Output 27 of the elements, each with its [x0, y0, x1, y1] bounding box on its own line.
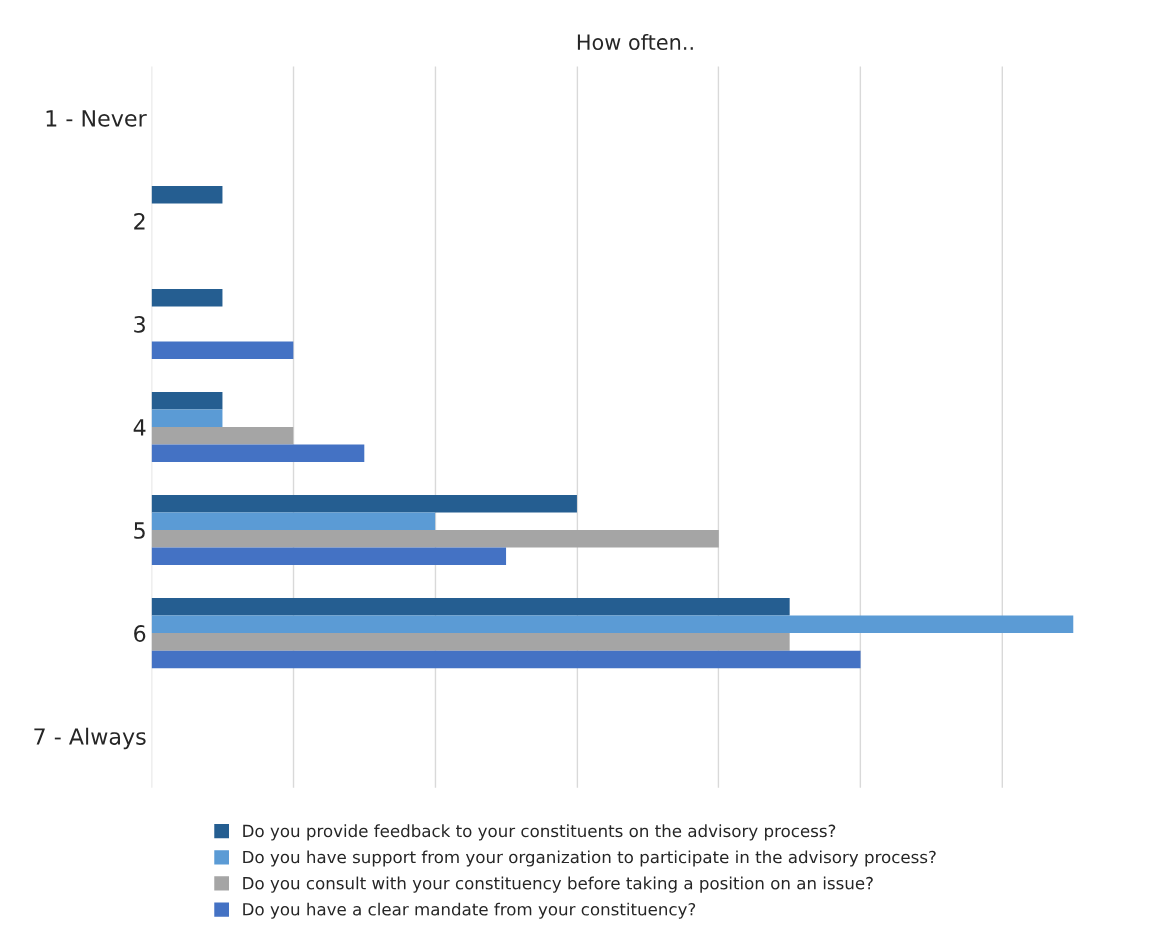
bar — [151, 427, 294, 445]
legend-label: Do you have support from your organization to participate in the advisory process? — [243, 850, 936, 867]
y-tick-label: 7 - Always — [34, 727, 146, 750]
bar — [151, 615, 1074, 634]
y-tick-label: 2 — [134, 212, 145, 230]
bar — [151, 444, 365, 463]
bar — [151, 530, 719, 548]
bar — [151, 512, 436, 531]
bar — [151, 495, 577, 513]
y-tick-label: 1 - Never — [46, 110, 147, 127]
bar — [151, 341, 294, 360]
bar — [151, 650, 861, 669]
legend-label: Do you provide feedback to your constituents on the advisory process? — [243, 824, 836, 841]
legend-label: Do you have a clear mandate from your constituency? — [243, 902, 696, 919]
legend-label: Do you consult with your constituency before taking a position on an issue? — [243, 876, 873, 893]
bar — [151, 185, 223, 204]
bar — [151, 633, 790, 651]
bar — [151, 598, 790, 616]
y-tick-label: 5 — [134, 522, 145, 539]
y-tick-label: 6 — [134, 625, 146, 642]
y-tick-label: 3 — [134, 315, 145, 333]
chart-title: How often.. — [577, 33, 693, 51]
y-tick-label: 4 — [133, 419, 146, 436]
bar — [151, 547, 507, 566]
bar — [151, 392, 223, 410]
bar — [151, 288, 223, 307]
bar — [151, 409, 223, 428]
